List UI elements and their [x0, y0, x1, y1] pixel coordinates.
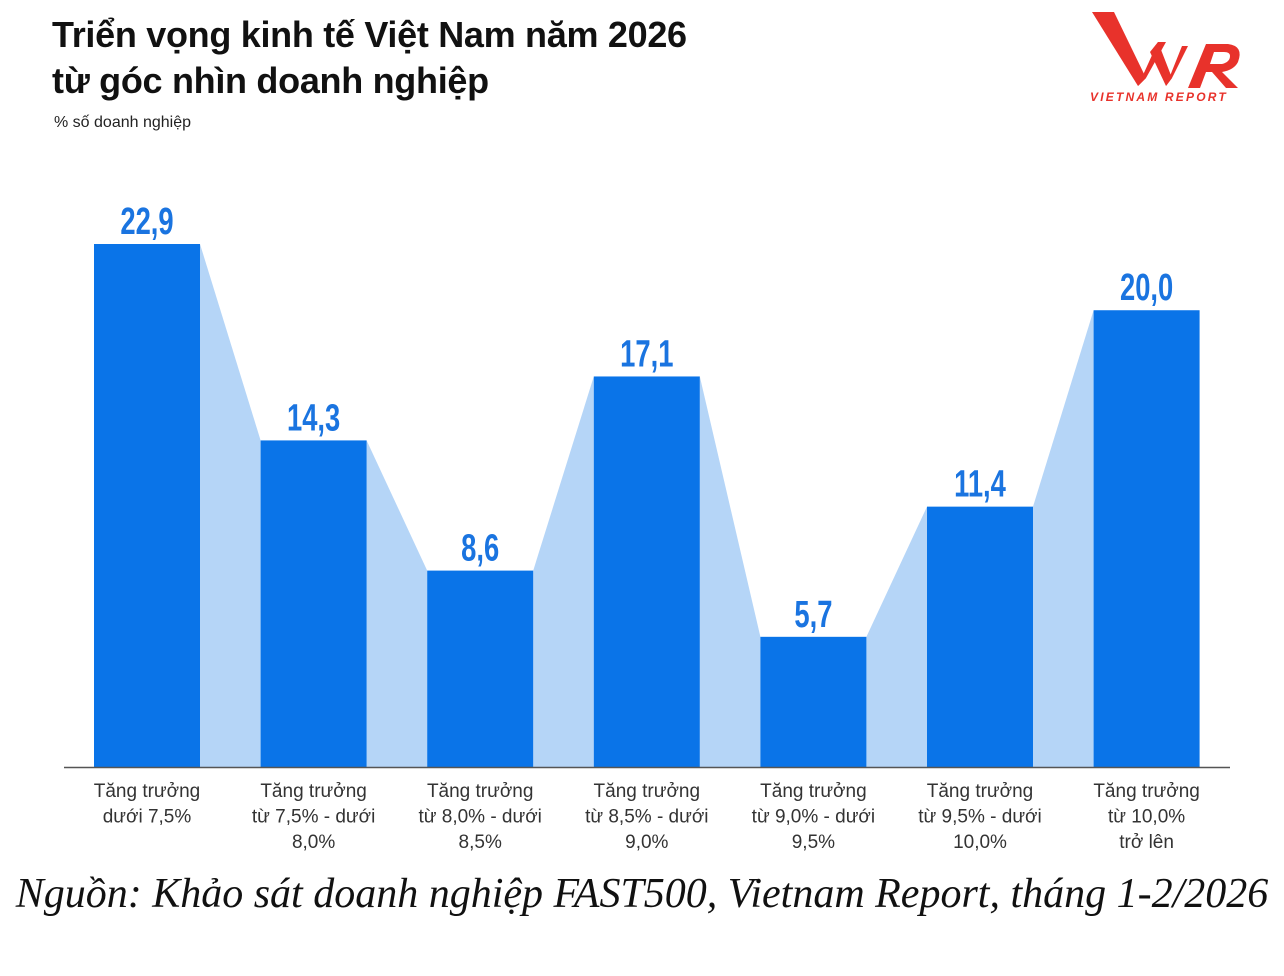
- category-label-6-line-1: Tăng trưởng: [927, 781, 1034, 802]
- bar-1: [94, 244, 200, 767]
- category-label-2-line-1: Tăng trưởng: [260, 781, 367, 802]
- connector-1: [200, 244, 261, 767]
- category-label-5-line-2: từ 9,0% - dưới: [752, 807, 875, 828]
- category-label-1-line-1: Tăng trưởng: [94, 781, 201, 802]
- category-label-6-line-3: 10,0%: [953, 832, 1007, 853]
- connector-4: [699, 376, 761, 767]
- category-label-3-line-3: 8,5%: [459, 832, 502, 853]
- connector-5: [866, 506, 927, 767]
- bar-chart: 22,9 Tăng trưởng dưới 7,5% 14,3 Tăng trưởng t…: [64, 201, 1230, 853]
- vnr-logo: [1092, 12, 1240, 88]
- category-label-3-line-2: từ 8,0% - dưới: [418, 807, 541, 828]
- value-label-2: 14,3: [287, 397, 340, 439]
- title-line-2: từ góc nhìn doanh nghiệp: [52, 60, 489, 101]
- value-label-7: 20,0: [1120, 267, 1173, 309]
- source-note: Nguồn: Khảo sát doanh nghiệp FAST500, Vi…: [15, 871, 1269, 917]
- logo-text: VIETNAM REPORT: [1090, 90, 1228, 104]
- category-label-4-line-3: 9,0%: [625, 832, 668, 853]
- title-line-1: Triển vọng kinh tế Việt Nam năm 2026: [52, 14, 687, 55]
- category-label-1-line-2: dưới 7,5%: [103, 807, 192, 828]
- bar-4: [593, 376, 700, 767]
- value-label-4: 17,1: [620, 333, 673, 375]
- bar-5: [760, 636, 867, 767]
- chart-subtitle: % số doanh nghiệp: [54, 114, 191, 131]
- category-label-6-line-2: từ 9,5% - dưới: [918, 807, 1041, 828]
- value-label-6: 11,4: [954, 463, 1006, 505]
- category-label-2-line-3: 8,0%: [292, 832, 335, 853]
- connector-3: [533, 376, 594, 767]
- value-label-3: 8,6: [461, 527, 499, 569]
- chart-title: Triển vọng kinh tế Việt Nam năm 2026 từ …: [52, 12, 687, 104]
- bar-6: [927, 506, 1033, 767]
- bar-7: [1093, 310, 1200, 767]
- category-label-4-line-2: từ 8,5% - dưới: [585, 807, 708, 828]
- value-label-5: 5,7: [794, 594, 832, 636]
- category-label-2-line-2: từ 7,5% - dưới: [252, 807, 375, 828]
- connector-2: [366, 440, 428, 767]
- category-label-5-line-3: 9,5%: [792, 832, 835, 853]
- category-label-7-line-3: trở lên: [1119, 832, 1174, 853]
- value-label-1: 22,9: [120, 201, 173, 243]
- category-label-7-line-2: từ 10,0%: [1108, 807, 1185, 828]
- category-label-4-line-1: Tăng trưởng: [594, 781, 701, 802]
- bar-2: [260, 440, 367, 767]
- bar-3: [427, 570, 534, 767]
- category-label-7-line-1: Tăng trưởng: [1093, 781, 1200, 802]
- connector-6: [1033, 310, 1094, 767]
- category-label-3-line-1: Tăng trưởng: [427, 781, 534, 802]
- category-label-5-line-1: Tăng trưởng: [760, 781, 867, 802]
